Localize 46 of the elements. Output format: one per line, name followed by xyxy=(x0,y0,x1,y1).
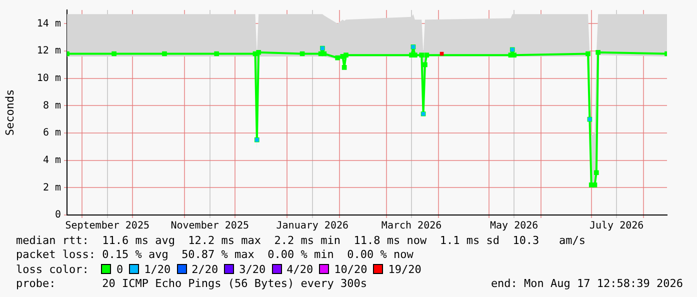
point xyxy=(422,62,428,68)
point xyxy=(256,50,262,55)
x-tick-label: November 2025 xyxy=(170,220,249,232)
point xyxy=(588,182,594,188)
point xyxy=(419,52,424,58)
point xyxy=(409,52,414,58)
y-tick-label: 10 m xyxy=(36,72,61,84)
legend-label: 4/20 xyxy=(286,262,314,276)
x-tick-label: September 2025 xyxy=(65,220,150,232)
point xyxy=(592,182,598,188)
text: probe: 20 ICMP Echo Pings (56 Bytes) every 300s xyxy=(16,276,367,290)
y-axis-title: Seconds xyxy=(3,89,16,136)
y-tick-label: 4 m xyxy=(42,154,61,166)
legend-label: 10/20 xyxy=(334,262,368,276)
point xyxy=(322,51,327,56)
text: median rtt: 11.6 ms avg 12.2 ms max 2.2 ms min 11.8 ms now 1.1 ms sd 10.3 am/s xyxy=(16,234,587,248)
legend-label: 3/20 xyxy=(239,262,266,276)
x-tick-label: March 2026 xyxy=(381,220,442,232)
point xyxy=(335,55,340,60)
legend-label: 0 xyxy=(116,262,124,276)
y-tick-label: 6 m xyxy=(42,128,61,139)
point xyxy=(112,51,116,56)
legend-title: loss color: xyxy=(16,262,90,276)
y-tick-label: 14 m xyxy=(36,18,61,30)
x-tick-label: May 2026 xyxy=(490,220,538,232)
y-tick-label: 2 m xyxy=(42,182,61,194)
legend-label: 1/20 xyxy=(144,262,171,276)
legend-label: 2/20 xyxy=(192,262,218,276)
point xyxy=(586,51,590,56)
point xyxy=(214,51,219,56)
legend-label: 19/20 xyxy=(388,262,422,276)
x-tick-label: July 2026 xyxy=(589,220,644,232)
point xyxy=(424,52,430,58)
point xyxy=(594,170,599,176)
point xyxy=(300,51,305,56)
point xyxy=(342,64,347,70)
point xyxy=(596,50,601,55)
point xyxy=(162,51,167,56)
text: packet loss: 0.15 % avg 50.87 % max 0.00 % min 0.00 % now xyxy=(16,248,414,263)
text: end: Mon Aug 17 12:58:39 2026 xyxy=(490,276,683,292)
point xyxy=(344,52,348,58)
point xyxy=(340,54,346,59)
y-tick-label: 8 m xyxy=(42,100,61,112)
x-tick-label: January 2026 xyxy=(276,220,349,232)
y-tick-label: 12 m xyxy=(36,46,61,57)
y-tick-label: 0 xyxy=(54,210,61,221)
